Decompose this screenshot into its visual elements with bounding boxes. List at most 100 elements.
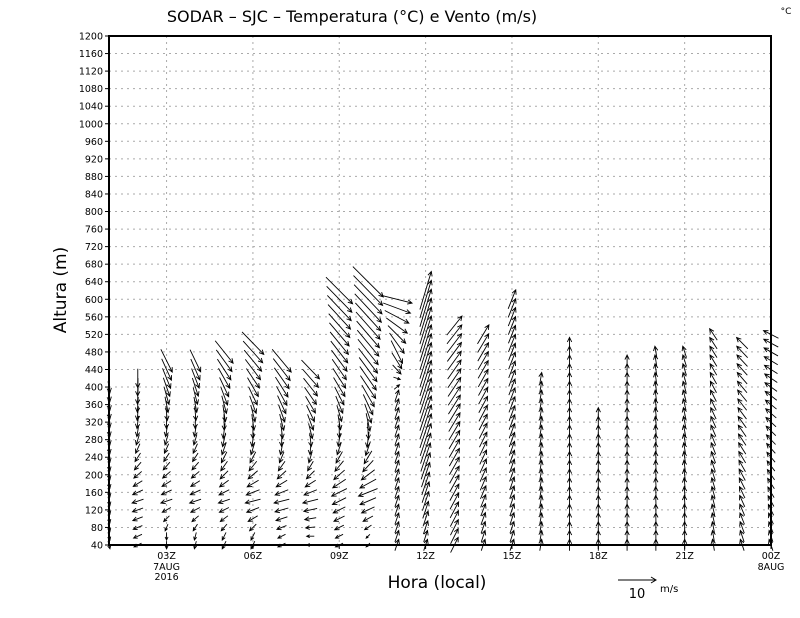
y-tick-label: 760 — [85, 225, 103, 236]
wind-vector — [360, 375, 377, 400]
wind-vector — [681, 485, 688, 499]
wind-vector — [737, 406, 747, 420]
wind-vector — [681, 397, 687, 411]
wind-vector — [161, 480, 172, 487]
wind-vector — [477, 323, 490, 345]
wind-vector — [448, 402, 461, 424]
wind-vector — [248, 523, 257, 532]
wind-vector — [653, 389, 659, 402]
wind-vector — [218, 368, 231, 390]
wind-vector — [276, 533, 286, 539]
wind-vector — [249, 442, 256, 456]
wind-vector — [334, 386, 345, 406]
x-tick-date: 7AUG — [153, 562, 180, 573]
y-tick-label: 80 — [91, 523, 103, 534]
wind-vector — [710, 468, 716, 481]
y-axis-label: Altura (m) — [51, 247, 71, 333]
wind-vector — [449, 492, 460, 510]
wind-vector — [394, 415, 400, 428]
wind-vector — [419, 288, 433, 327]
grid — [109, 35, 772, 546]
wind-vector — [135, 368, 141, 389]
wind-vector — [737, 415, 747, 429]
wind-vector — [308, 423, 314, 440]
wind-vector — [419, 368, 433, 405]
wind-vector — [710, 511, 716, 525]
wind-vector — [419, 422, 433, 456]
wind-vector — [477, 341, 490, 362]
wind-vector — [192, 452, 199, 463]
wind-vector — [336, 442, 342, 456]
wind-vector — [248, 386, 258, 406]
wind-vector — [507, 315, 517, 335]
y-tick-label: 1080 — [79, 84, 103, 95]
wind-vector — [422, 519, 429, 535]
wind-vector — [221, 414, 227, 432]
wind-vector — [134, 425, 141, 438]
wind-vector — [709, 362, 718, 376]
wind-vector — [354, 293, 383, 324]
wind-vector — [538, 520, 544, 534]
wind-vector — [334, 533, 344, 539]
wind-vector — [422, 490, 430, 511]
wind-vector — [131, 507, 144, 513]
wind-vector — [710, 441, 717, 455]
wind-vector — [393, 376, 402, 381]
wind-vector — [738, 476, 746, 490]
wind-vector — [653, 397, 659, 411]
wind-vector — [301, 498, 319, 505]
wind-vector — [507, 306, 517, 327]
wind-vector — [189, 489, 201, 496]
wind-vector — [220, 442, 227, 456]
wind-vector — [220, 386, 229, 406]
wind-vector — [214, 340, 234, 364]
wind-vector — [190, 358, 201, 381]
wind-vector — [360, 469, 375, 481]
wind-vector — [394, 450, 400, 464]
y-tick-label: 840 — [85, 189, 103, 200]
wind-vector — [394, 468, 400, 481]
wind-vector — [419, 395, 433, 431]
wind-vector — [479, 475, 487, 491]
wind-vector — [272, 358, 291, 382]
wind-vector — [365, 534, 371, 539]
wind-vector — [508, 431, 516, 448]
wind-vector — [709, 354, 718, 367]
wind-vector — [446, 324, 463, 345]
wind-vector — [710, 485, 716, 499]
wind-vector — [508, 395, 516, 413]
y-tick-label: 40 — [91, 541, 103, 552]
wind-vector — [508, 360, 517, 379]
wind-vector — [245, 507, 260, 514]
wind-vector — [247, 470, 258, 480]
wind-vector — [163, 443, 170, 455]
wind-vector — [218, 507, 230, 513]
plot-frame — [108, 35, 772, 546]
wind-vector — [278, 404, 286, 423]
wind-vector — [681, 476, 688, 490]
wind-vector — [739, 529, 745, 543]
wind-vector — [192, 387, 199, 406]
y-tick-label: 1040 — [79, 102, 103, 113]
wind-vector — [274, 507, 289, 514]
wind-vector — [325, 276, 354, 305]
wind-vector — [739, 494, 746, 508]
y-tick-label: 520 — [85, 330, 103, 341]
wind-vector — [134, 434, 140, 446]
wind-vector — [245, 489, 260, 496]
y-tick-label: 480 — [85, 347, 103, 358]
wind-vector — [355, 311, 381, 340]
wind-vector — [653, 424, 659, 437]
x-tick-label: 15Z — [503, 551, 522, 562]
wind-vector — [307, 414, 315, 431]
wind-vector — [450, 518, 459, 536]
wind-vector — [710, 415, 717, 429]
chart-title: SODAR – SJC – Temperatura (°C) e Vento (… — [167, 7, 537, 26]
wind-vector — [192, 443, 198, 455]
wind-vector — [538, 503, 544, 516]
wind-vector — [246, 368, 261, 389]
wind-vector — [306, 405, 315, 423]
wind-vector — [479, 458, 487, 474]
